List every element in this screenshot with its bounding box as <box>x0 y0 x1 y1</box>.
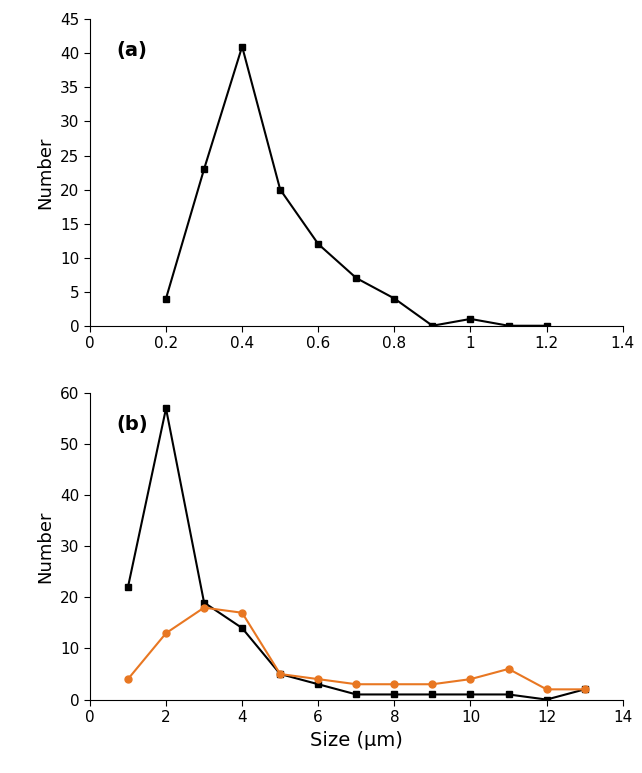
Text: (a): (a) <box>117 41 148 60</box>
Y-axis label: Number: Number <box>37 136 55 209</box>
Y-axis label: Number: Number <box>37 510 55 583</box>
Text: (b): (b) <box>117 414 148 434</box>
X-axis label: Size (μm): Size (μm) <box>310 730 403 750</box>
